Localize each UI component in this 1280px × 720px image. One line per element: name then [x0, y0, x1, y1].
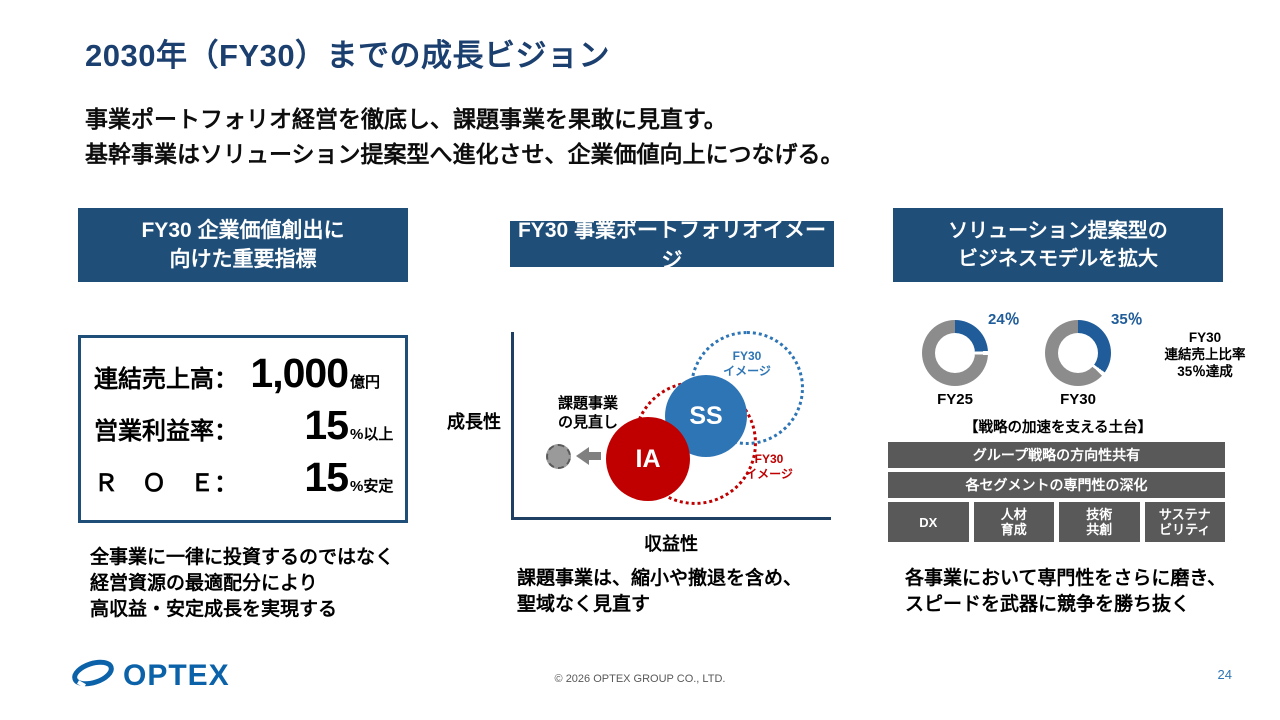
kpi-box: 連結売上高： 1,000 億円 営業利益率： 15 %以上 Ｒ Ｏ Ｅ： 15 …: [78, 335, 408, 523]
foundation-cell-sustainability: サステナ ビリティ: [1144, 502, 1225, 542]
lead-line-2: 基幹事業はソリューション提案型へ進化させ、企業価値向上につなげる。: [85, 141, 844, 167]
target-note-line: 連結売上比率: [1164, 347, 1246, 362]
fy25-percent-label: 24％: [988, 311, 1020, 328]
review-label-line: 課題事業: [557, 395, 618, 412]
foundation-cell-line: ビリティ: [1159, 522, 1211, 537]
portfolio-section-header: FY30 事業ポートフォリオイメージ: [510, 219, 834, 272]
kpi-note-line: 経営資源の最適配分により: [90, 573, 318, 594]
kpi-unit: %以上: [350, 426, 394, 443]
fy25-donut-label: FY25: [937, 391, 973, 408]
y-axis-label: 成長性: [447, 412, 501, 432]
sales-ratio-target-note: FY30 連結売上比率 35％達成: [1146, 329, 1264, 380]
fy30-image-label-blue: FY30 イメージ: [706, 349, 788, 379]
left-arrow-tail: [588, 452, 601, 460]
solution-note-line: スピードを武器に競争を勝ち抜く: [905, 594, 1191, 615]
portfolio-note: 課題事業は、縮小や撤退を含め、 聖域なく見直す: [517, 566, 802, 618]
foundation-cell-hr: 人材 育成: [973, 502, 1054, 542]
fy30-image-label-red: FY30 イメージ: [731, 452, 807, 482]
company-logo: OPTEX: [70, 656, 230, 695]
kpi-row-roe: Ｒ Ｏ Ｅ： 15 %安定: [94, 454, 405, 501]
kpi-row-margin: 営業利益率： 15 %以上: [94, 402, 405, 449]
foundation-cell-line: 人材: [1000, 507, 1027, 522]
x-axis-label: 収益性: [644, 534, 698, 554]
kpi-section-header: FY30 企業価値創出に 向けた重要指標: [78, 208, 408, 282]
kpi-value: 15: [304, 402, 349, 448]
foundation-cell-line: 育成: [1000, 522, 1027, 537]
portfolio-note-line: 課題事業は、縮小や撤退を含め、: [517, 568, 803, 589]
foundation-cell-line: 技術: [1086, 507, 1113, 522]
left-arrow-icon: [576, 447, 589, 465]
fy30-image-red-line: イメージ: [745, 467, 793, 481]
kpi-note-line: 全事業に一律に投資するのではなく: [90, 547, 395, 568]
fy30-donut-label: FY30: [1060, 391, 1096, 408]
kpi-header-line-1: FY30 企業価値創出に: [141, 219, 345, 242]
foundation-cell-tech: 技術 共創: [1059, 502, 1140, 542]
lead-text: 事業ポートフォリオ経営を徹底し、課題事業を果敢に見直す。 基幹事業はソリューショ…: [85, 102, 844, 172]
kpi-row-sales: 連結売上高： 1,000 億円: [94, 350, 405, 397]
kpi-label: Ｒ Ｏ Ｅ：: [94, 470, 238, 497]
kpi-header-line-2: 向けた重要指標: [169, 248, 317, 271]
optex-logo-icon: [70, 656, 116, 695]
target-note-line: FY30: [1188, 330, 1222, 345]
foundation-cell-line: 共創: [1086, 522, 1113, 537]
shrunk-business-circle: [546, 444, 571, 469]
fy25-donut-chart: [922, 320, 988, 386]
kpi-unit: %安定: [350, 478, 394, 495]
foundation-cell-line: サステナ: [1158, 507, 1211, 522]
portfolio-note-line: 聖域なく見直す: [517, 594, 651, 615]
logo-text: OPTEX: [123, 658, 230, 692]
review-label: 課題事業 の見直し: [543, 394, 633, 432]
foundation-cell-line: DX: [919, 514, 938, 530]
solution-header-line-2: ビジネスモデルを拡大: [958, 248, 1158, 270]
fy30-image-blue-line: FY30: [732, 349, 762, 363]
kpi-value: 1,000: [250, 350, 349, 396]
foundation-title: 【戦略の加速を支える土台】: [963, 420, 1153, 436]
foundation-cell-dx: DX: [888, 502, 969, 542]
kpi-value: 15: [304, 454, 349, 500]
fy30-image-red-line: FY30: [754, 452, 784, 466]
fy30-image-blue-line: イメージ: [723, 364, 771, 378]
kpi-label: 営業利益率：: [94, 418, 238, 445]
x-axis-line: [511, 517, 831, 520]
y-axis-line: [511, 332, 514, 520]
target-note-line: 35％達成: [1177, 364, 1233, 379]
kpi-label: 連結売上高：: [94, 366, 238, 393]
solution-note: 各事業において専門性をさらに磨き、 スピードを武器に競争を勝ち抜く: [905, 566, 1226, 618]
page-number: 24: [1217, 667, 1232, 682]
ia-bubble: IA: [606, 417, 690, 501]
page-title: 2030年（FY30）までの成長ビジョン: [85, 38, 611, 73]
kpi-note-line: 高収益・安定成長を実現する: [90, 599, 338, 620]
solution-header-line-1: ソリューション提案型の: [948, 220, 1168, 242]
solution-note-line: 各事業において専門性をさらに磨き、: [905, 568, 1227, 589]
fy30-donut-chart: [1045, 320, 1111, 386]
fy30-percent-label: 35％: [1111, 311, 1143, 328]
review-label-line: の見直し: [557, 414, 618, 431]
kpi-unit: 億円: [350, 374, 381, 391]
lead-line-1: 事業ポートフォリオ経営を徹底し、課題事業を果敢に見直す。: [85, 106, 727, 132]
foundation-bar-group-strategy: グループ戦略の方向性共有: [888, 442, 1225, 468]
foundation-cells: DX 人材 育成 技術 共創 サステナ ビリティ: [888, 502, 1225, 542]
copyright-text: © 2026 OPTEX GROUP CO., LTD.: [554, 673, 726, 685]
solution-section-header: ソリューション提案型の ビジネスモデルを拡大: [893, 208, 1223, 282]
kpi-note: 全事業に一律に投資するのではなく 経営資源の最適配分により 高収益・安定成長を実…: [90, 545, 394, 623]
foundation-bar-segment-expertise: 各セグメントの専門性の深化: [888, 472, 1225, 498]
